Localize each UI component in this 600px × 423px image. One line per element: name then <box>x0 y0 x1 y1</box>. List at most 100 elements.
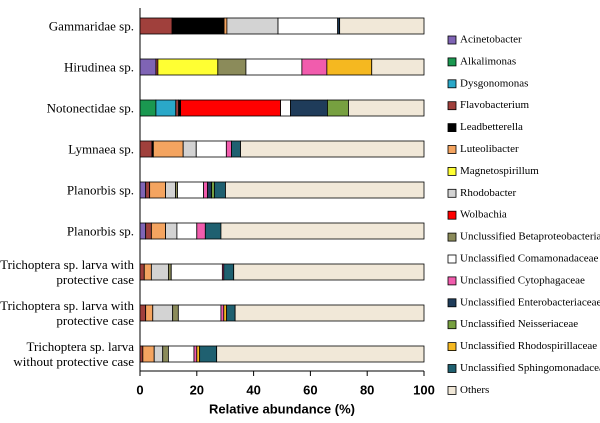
bar-segment <box>139 181 147 199</box>
legend-swatch <box>447 35 457 45</box>
bar-segment <box>172 304 179 322</box>
legend-swatch <box>447 57 457 67</box>
bar-segment <box>153 345 164 363</box>
bar-segment <box>216 345 425 363</box>
bar-segment <box>220 222 425 240</box>
bar-segment <box>142 345 155 363</box>
legend-swatch <box>447 166 457 176</box>
bar-segment <box>211 181 215 199</box>
legend-swatch <box>447 123 457 132</box>
legend-label: Dysgonomonas <box>460 77 528 89</box>
category-label: Gammaridae sp. <box>48 18 134 34</box>
category-label: Trichoptera sp. larva with protective ca… <box>0 257 134 287</box>
legend-label: Unclassified Rhodospirillaceae <box>460 340 597 352</box>
bar-segment <box>165 181 176 199</box>
category-label: Planorbis sp. <box>66 223 134 239</box>
bar-segment <box>301 58 328 76</box>
x-tick-label: 0 <box>136 382 143 397</box>
bar-segment <box>193 345 198 363</box>
bar-segment <box>165 222 178 240</box>
legend-label: Leadbetterella <box>460 121 523 133</box>
bar-segment <box>167 345 195 363</box>
bar-segment <box>157 58 219 76</box>
bar-segment <box>150 222 166 240</box>
legend-swatch <box>447 145 457 154</box>
bar-segment <box>203 181 208 199</box>
legend-label: Wolbachia <box>460 209 507 221</box>
category-label: Planorbis sp. <box>66 182 134 198</box>
bar-segment <box>280 99 291 117</box>
legend-label: Rhodobacter <box>460 187 517 199</box>
bar-segment <box>199 345 218 363</box>
bar-segment <box>155 99 177 117</box>
bar-segment <box>139 345 144 363</box>
bar-segment <box>139 99 157 117</box>
legend-label: Unclassified Cytophagaceae <box>460 274 585 286</box>
bar-segment <box>139 17 173 35</box>
bar-segment <box>177 181 205 199</box>
bar-segment <box>175 99 180 117</box>
legend-label: Alkalimonas <box>460 55 516 67</box>
bar-segment <box>149 181 166 199</box>
bar-segment <box>348 99 425 117</box>
bar-segment <box>171 17 225 35</box>
bar-segment <box>233 263 425 281</box>
bar-segment <box>207 181 212 199</box>
category-label: Trichoptera sp. larva without protective… <box>13 339 134 369</box>
bar-segment <box>195 140 227 158</box>
bar-segment <box>162 345 169 363</box>
legend-label: Magnetospirillum <box>460 165 539 177</box>
legend-swatch <box>447 342 457 352</box>
bar-segment <box>145 304 154 322</box>
bar-segment <box>226 304 236 322</box>
category-label: Lymnaea sp. <box>68 141 134 157</box>
legend-label: Unclassified Sphingomonadaceae <box>460 362 600 374</box>
x-tick-label: 40 <box>246 382 260 397</box>
x-tick-label: 20 <box>190 382 204 397</box>
legend-label: Flavobacterium <box>460 99 529 111</box>
category-label: Trichoptera sp. larva with protective ca… <box>0 298 134 328</box>
bar-segment <box>327 99 349 117</box>
legend-label: Acinetobacter <box>460 34 522 46</box>
bar-segment <box>150 263 169 281</box>
bar-segment <box>139 58 157 76</box>
bar-segment <box>152 140 184 158</box>
legend-label: Others <box>460 384 489 396</box>
bar-segment <box>182 140 197 158</box>
bar-segment <box>143 263 152 281</box>
bar-segment <box>145 222 152 240</box>
bar-segment <box>214 181 226 199</box>
legend-swatch <box>447 188 457 198</box>
legend-label: Unclassified Comamonadaceae <box>460 253 598 265</box>
bar-segment <box>290 99 328 117</box>
bar-segment <box>234 304 425 322</box>
bar-segment <box>225 140 232 158</box>
bar-segment <box>180 99 281 117</box>
bar-segment <box>223 304 228 322</box>
legend-label: Unclussified Betaproteobacteria <box>460 231 600 243</box>
bar-segment <box>220 304 225 322</box>
legend-swatch <box>447 298 457 308</box>
bar-segment <box>177 304 222 322</box>
legend-swatch <box>447 254 457 264</box>
legend-swatch <box>447 232 457 242</box>
bar-segment <box>245 58 303 76</box>
bar-segment <box>240 140 425 158</box>
bar-segment <box>371 58 425 76</box>
bar-segment <box>139 140 153 158</box>
legend-swatch <box>447 79 457 89</box>
bar-segment <box>152 304 174 322</box>
legend-label: Unclassified Enterobacteriaceae <box>460 296 600 308</box>
x-tick-label: 80 <box>360 382 374 397</box>
bar-segment <box>277 17 339 35</box>
x-tick-label: 60 <box>303 382 317 397</box>
bar-segment <box>176 222 198 240</box>
bar-segment <box>217 58 247 76</box>
category-label: Hirudinea sp. <box>63 59 134 75</box>
bar-segment <box>167 263 172 281</box>
bar-segment <box>139 304 147 322</box>
legend-swatch <box>447 385 457 395</box>
legend-label: Unclassified Neisseriaceae <box>460 318 578 330</box>
